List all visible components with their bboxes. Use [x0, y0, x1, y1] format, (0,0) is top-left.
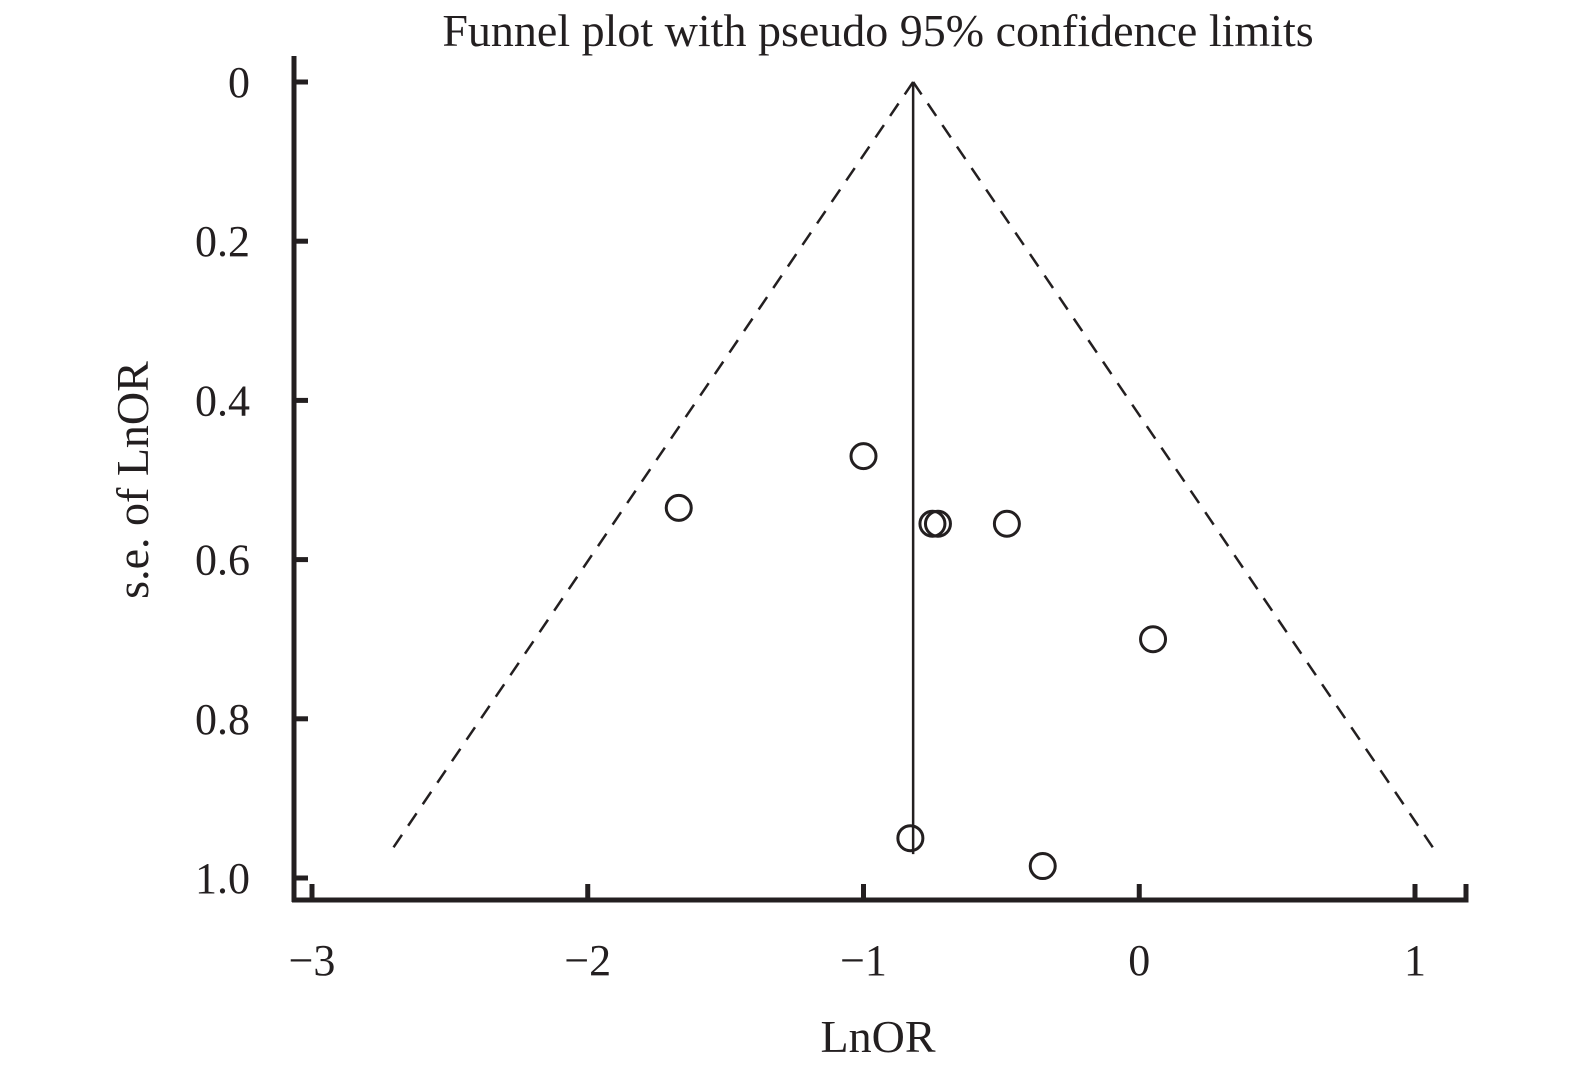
- x-axis-ticks: −3 −2 −1 0 1: [289, 884, 1426, 985]
- y-tick-label: 0.6: [195, 536, 250, 585]
- study-points: [664, 442, 1168, 881]
- upper-confidence-limit: [912, 81, 1439, 855]
- y-tick-label: 0: [228, 58, 250, 107]
- axes: [291, 56, 1469, 903]
- study-point: [664, 493, 693, 522]
- study-point: [992, 509, 1021, 538]
- x-axis-line: [292, 884, 1469, 903]
- chart-title: Funnel plot with pseudo 95% confidence l…: [442, 5, 1313, 56]
- x-tick-label: 0: [1128, 936, 1150, 985]
- y-tick-label: 1.0: [195, 854, 250, 903]
- y-axis-ticks: 0 0.2 0.4 0.6 0.8 1.0: [195, 58, 308, 903]
- study-point: [918, 509, 947, 538]
- x-tick-label: −2: [564, 936, 611, 985]
- study-point: [849, 442, 878, 471]
- study-point: [923, 509, 952, 538]
- y-tick-label: 0.2: [195, 217, 250, 266]
- study-point: [896, 824, 925, 853]
- study-point: [1139, 625, 1168, 654]
- study-point: [1028, 852, 1057, 881]
- lower-confidence-limit: [387, 81, 915, 855]
- x-tick-label: 1: [1404, 936, 1426, 985]
- y-axis-title: s.e. of LnOR: [107, 361, 158, 599]
- y-tick-label: 0.8: [195, 695, 250, 744]
- y-tick-label: 0.4: [195, 376, 250, 425]
- x-tick-label: −1: [840, 936, 887, 985]
- x-axis-title: LnOR: [821, 1011, 936, 1062]
- x-tick-label: −3: [289, 936, 336, 985]
